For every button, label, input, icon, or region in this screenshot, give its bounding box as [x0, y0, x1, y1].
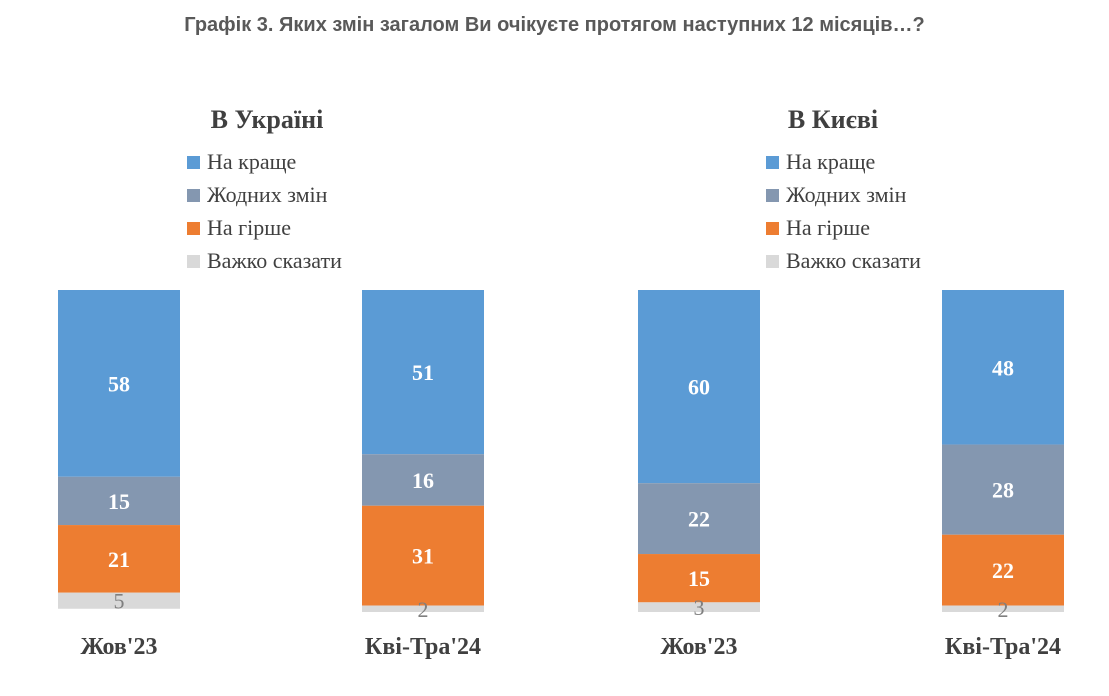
bar-segment: [362, 605, 484, 612]
legend-swatch: [187, 222, 200, 235]
legend-swatch: [766, 222, 779, 235]
category-label: Кві-Тра'24: [945, 634, 1061, 660]
data-label: 2: [998, 597, 1009, 622]
bar-segment: [638, 483, 760, 555]
bar-segment: [362, 454, 484, 506]
bar-segment: [362, 505, 484, 606]
bar-segment: [942, 605, 1064, 612]
data-label: 16: [412, 468, 434, 493]
bar-segment: [58, 290, 180, 477]
data-label: 31: [412, 544, 434, 569]
data-label: 51: [412, 360, 434, 385]
legend-label: На краще: [207, 149, 296, 174]
category-label: Кві-Тра'24: [365, 634, 481, 660]
data-label: 28: [992, 478, 1014, 503]
legend-swatch: [187, 255, 200, 268]
bar-segment: [58, 592, 180, 609]
legend-swatch: [766, 189, 779, 202]
category-label: Жов'23: [81, 634, 158, 660]
data-label: 3: [694, 595, 705, 620]
bar-segment: [58, 525, 180, 593]
legend-swatch: [187, 189, 200, 202]
legend-label: Важко сказати: [786, 248, 921, 273]
bar-segment: [942, 534, 1064, 606]
data-label: 15: [688, 566, 710, 591]
data-label: 15: [108, 489, 130, 514]
bar-segment: [638, 554, 760, 603]
panel-title: В Україні: [211, 105, 324, 134]
bar-segment: [638, 290, 760, 484]
legend-label: Жодних змін: [786, 182, 907, 207]
bar-segment: [362, 290, 484, 455]
data-label: 2: [418, 597, 429, 622]
legend-label: На гірше: [207, 215, 291, 240]
data-label: 22: [688, 507, 710, 532]
data-label: 22: [992, 558, 1014, 583]
bar-segment: [58, 476, 180, 526]
bar-segment: [942, 444, 1064, 535]
bar-segment: [942, 290, 1064, 445]
category-label: Жов'23: [661, 634, 738, 660]
bar-segment: [638, 602, 760, 612]
data-label: 48: [992, 355, 1014, 380]
data-label: 58: [108, 371, 130, 396]
legend-label: Жодних змін: [207, 182, 328, 207]
data-label: 60: [688, 375, 710, 400]
panel-title: В Києві: [788, 105, 878, 134]
legend-label: Важко сказати: [207, 248, 342, 273]
legend-swatch: [766, 255, 779, 268]
data-label: 5: [114, 589, 125, 614]
legend-label: На краще: [786, 149, 875, 174]
data-label: 21: [108, 547, 130, 572]
legend-label: На гірше: [786, 215, 870, 240]
legend-swatch: [766, 156, 779, 169]
legend-swatch: [187, 156, 200, 169]
page-title: Графік 3. Яких змін загалом Ви очікуєте …: [184, 14, 925, 36]
